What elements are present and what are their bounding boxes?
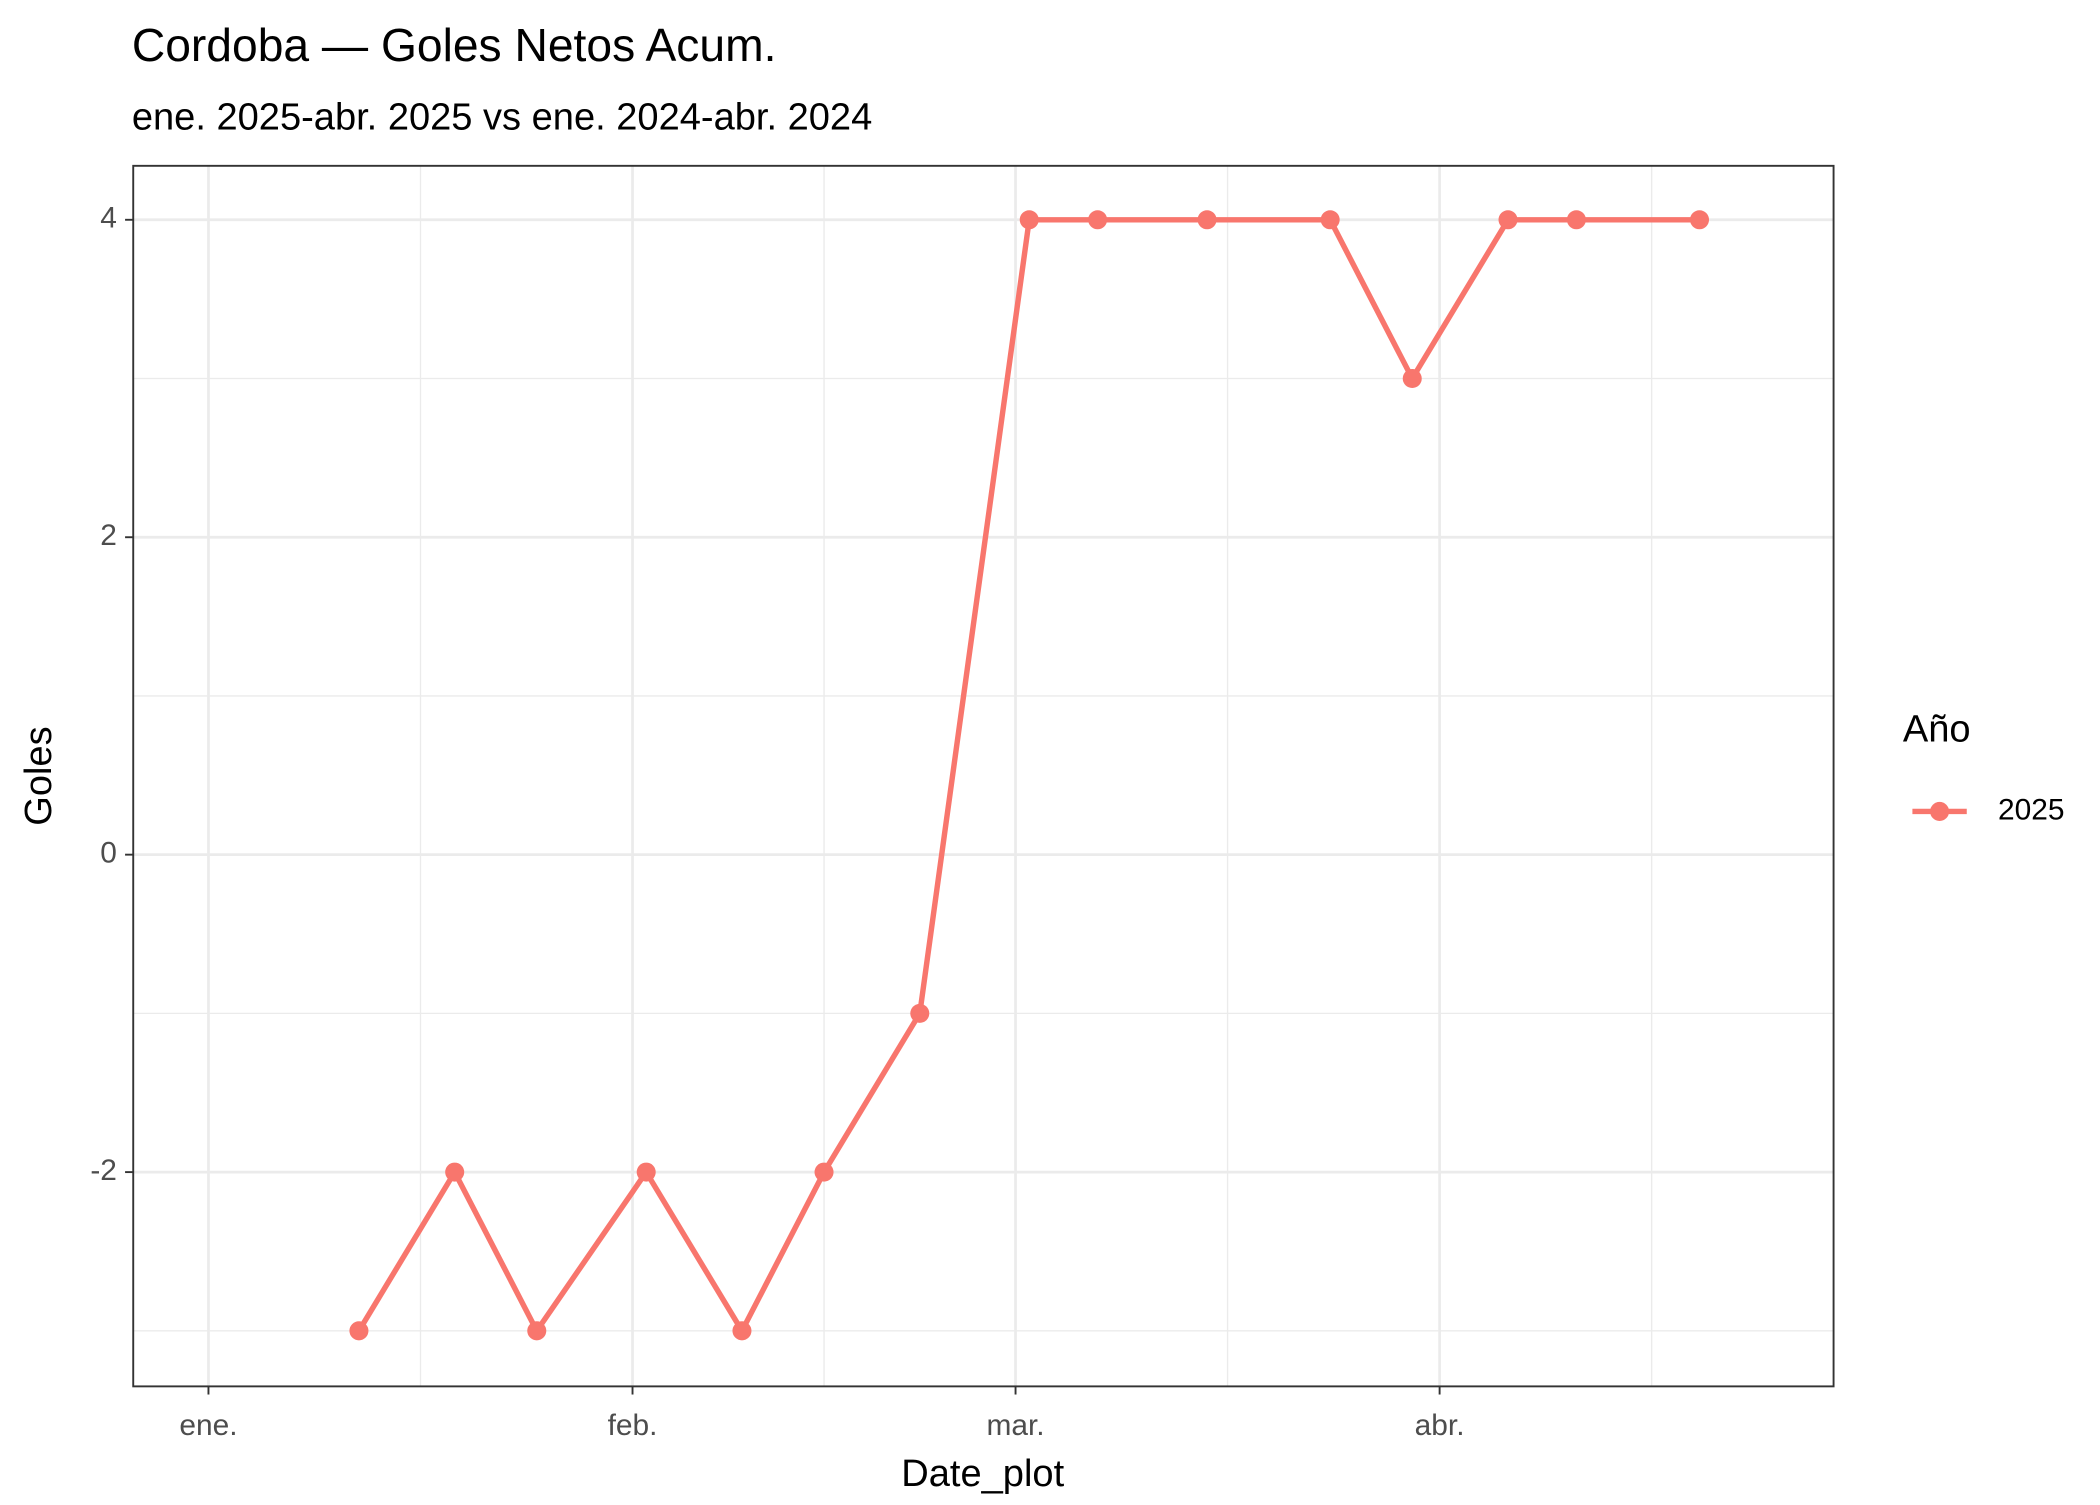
grid bbox=[133, 165, 1834, 1387]
chart-title: Cordoba — Goles Netos Acum. bbox=[132, 19, 777, 71]
data-point bbox=[445, 1162, 465, 1182]
panel-border bbox=[132, 164, 1835, 1388]
x-tick-label: ene. bbox=[179, 1409, 237, 1442]
data-point bbox=[1402, 368, 1422, 389]
chart-subtitle: ene. 2025-abr. 2025 vs ene. 2024-abr. 20… bbox=[132, 97, 872, 139]
plot-marks bbox=[349, 210, 1710, 1341]
legend-label: 2025 bbox=[1998, 793, 2064, 826]
y-tick-label: -2 bbox=[90, 1154, 117, 1187]
data-point bbox=[1498, 210, 1518, 230]
data-point bbox=[910, 1003, 930, 1023]
data-point bbox=[527, 1321, 547, 1341]
y-axis-title: Goles bbox=[18, 726, 60, 825]
data-point bbox=[1088, 210, 1108, 230]
y-tick-label: 2 bbox=[100, 519, 117, 552]
data-point bbox=[349, 1321, 369, 1341]
legend-title: Año bbox=[1903, 708, 1971, 750]
x-tick-label: abr. bbox=[1415, 1409, 1465, 1442]
y-tick-label: 0 bbox=[100, 837, 117, 870]
data-point bbox=[1019, 210, 1039, 230]
data-point bbox=[814, 1162, 834, 1182]
data-point bbox=[1320, 210, 1340, 230]
axes: -2 0 2 4 ene. feb. mar. abr. bbox=[90, 202, 1464, 1442]
data-point bbox=[1197, 210, 1217, 230]
legend-key-point bbox=[1930, 801, 1950, 821]
x-tick-label: mar. bbox=[986, 1409, 1044, 1442]
data-point bbox=[636, 1162, 656, 1182]
data-point bbox=[1566, 210, 1586, 230]
legend: Año 2025 bbox=[1903, 708, 2065, 826]
x-axis-title: Date_plot bbox=[901, 1453, 1064, 1495]
data-point bbox=[1689, 210, 1710, 230]
data-point bbox=[732, 1321, 752, 1341]
y-tick-label: 4 bbox=[100, 202, 117, 235]
x-tick-label: feb. bbox=[608, 1409, 658, 1442]
